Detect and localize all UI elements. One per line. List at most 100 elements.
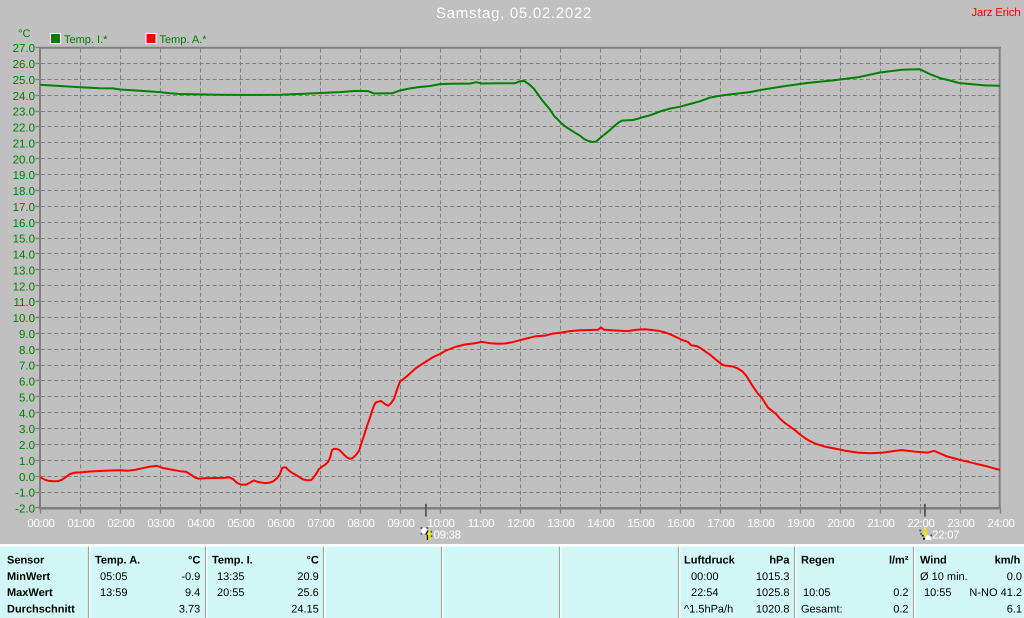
svg-text:9.4: 9.4 xyxy=(185,587,200,599)
svg-text:Luftdruck: Luftdruck xyxy=(684,555,736,567)
svg-text:l/m²: l/m² xyxy=(889,555,909,567)
svg-text:05:00: 05:00 xyxy=(227,518,254,530)
svg-text:18.0: 18.0 xyxy=(13,186,35,198)
svg-text:3.73: 3.73 xyxy=(179,603,200,615)
svg-text:Temp. A.*: Temp. A.* xyxy=(160,34,208,46)
svg-text:10:00: 10:00 xyxy=(427,518,454,530)
svg-text:km/h: km/h xyxy=(995,555,1021,567)
svg-text:8.0: 8.0 xyxy=(19,345,35,357)
svg-text:1.0: 1.0 xyxy=(19,456,35,468)
svg-text:22:54: 22:54 xyxy=(691,587,719,599)
svg-text:14.0: 14.0 xyxy=(13,250,35,262)
svg-text:24:00: 24:00 xyxy=(987,518,1014,530)
svg-text:27.0: 27.0 xyxy=(13,43,35,55)
svg-text:13:59: 13:59 xyxy=(100,587,128,599)
svg-text:24.15: 24.15 xyxy=(291,603,319,615)
svg-text:Jarz Erich: Jarz Erich xyxy=(971,7,1020,19)
svg-text:Sensor: Sensor xyxy=(7,555,45,567)
svg-text:°C: °C xyxy=(306,555,318,567)
svg-text:Durchschnitt: Durchschnitt xyxy=(7,603,75,615)
svg-text:^1.5hPa/h: ^1.5hPa/h xyxy=(684,603,733,615)
svg-text:15:00: 15:00 xyxy=(627,518,654,530)
svg-text:01:00: 01:00 xyxy=(67,518,94,530)
svg-text:Temp. I.*: Temp. I.* xyxy=(64,34,108,46)
svg-text:22.0: 22.0 xyxy=(13,123,35,135)
svg-text:08:00: 08:00 xyxy=(347,518,374,530)
svg-text:-0.9: -0.9 xyxy=(181,571,200,583)
svg-text:°C: °C xyxy=(188,555,200,567)
svg-text:-1.0: -1.0 xyxy=(15,488,35,500)
svg-text:21.0: 21.0 xyxy=(13,139,35,151)
svg-text:09:00: 09:00 xyxy=(387,518,414,530)
svg-text:11:00: 11:00 xyxy=(468,518,494,530)
svg-text:10:55: 10:55 xyxy=(924,587,952,599)
svg-text:23.0: 23.0 xyxy=(13,107,35,119)
svg-text:12.0: 12.0 xyxy=(13,281,35,293)
svg-text:15.0: 15.0 xyxy=(13,234,35,246)
svg-text:19:00: 19:00 xyxy=(787,518,814,530)
svg-text:22:07: 22:07 xyxy=(932,530,959,542)
svg-text:00:00: 00:00 xyxy=(27,518,54,530)
svg-text:14:00: 14:00 xyxy=(587,518,614,530)
svg-text:05:05: 05:05 xyxy=(100,571,128,583)
svg-text:2.0: 2.0 xyxy=(19,440,35,452)
svg-text:7.0: 7.0 xyxy=(19,361,35,373)
svg-text:23:00: 23:00 xyxy=(947,518,974,530)
svg-text:6.0: 6.0 xyxy=(19,377,35,389)
svg-text:06:00: 06:00 xyxy=(267,518,294,530)
svg-text:Ø 10 min.: Ø 10 min. xyxy=(920,571,968,583)
svg-text:09:38: 09:38 xyxy=(434,530,461,542)
svg-text:N-NO 41.2: N-NO 41.2 xyxy=(969,587,1022,599)
svg-text:21:00: 21:00 xyxy=(867,518,894,530)
svg-text:Temp. A.: Temp. A. xyxy=(95,555,140,567)
svg-text:6.1: 6.1 xyxy=(1007,603,1022,615)
svg-text:13:00: 13:00 xyxy=(547,518,574,530)
svg-text:1025.8: 1025.8 xyxy=(756,587,790,599)
svg-text:02:00: 02:00 xyxy=(107,518,134,530)
svg-text:20:00: 20:00 xyxy=(827,518,854,530)
svg-text:5.0: 5.0 xyxy=(19,393,35,405)
svg-text:Wind: Wind xyxy=(920,555,947,567)
svg-text:Samstag, 05.02.2022: Samstag, 05.02.2022 xyxy=(436,5,592,22)
svg-text:11.0: 11.0 xyxy=(13,297,35,309)
svg-text:16.0: 16.0 xyxy=(13,218,35,230)
svg-text:13:35: 13:35 xyxy=(217,571,245,583)
svg-text:26.0: 26.0 xyxy=(13,59,35,71)
svg-text:00:00: 00:00 xyxy=(691,571,719,583)
svg-text:20:55: 20:55 xyxy=(217,587,245,599)
svg-text:10.0: 10.0 xyxy=(13,313,35,325)
svg-text:Regen: Regen xyxy=(801,555,835,567)
svg-text:12:00: 12:00 xyxy=(507,518,534,530)
svg-text:20.0: 20.0 xyxy=(13,154,35,166)
svg-text:22:00: 22:00 xyxy=(907,518,934,530)
svg-text:hPa: hPa xyxy=(769,555,790,567)
svg-text:17:00: 17:00 xyxy=(707,518,734,530)
svg-text:Temp. I.: Temp. I. xyxy=(212,555,253,567)
svg-text:03:00: 03:00 xyxy=(147,518,174,530)
svg-text:04:00: 04:00 xyxy=(187,518,214,530)
svg-text:17.0: 17.0 xyxy=(13,202,35,214)
svg-text:°C: °C xyxy=(18,28,30,40)
svg-text:4.0: 4.0 xyxy=(19,408,35,420)
svg-text:25.0: 25.0 xyxy=(13,75,35,87)
svg-text:10:05: 10:05 xyxy=(803,587,831,599)
svg-text:19.0: 19.0 xyxy=(13,170,35,182)
svg-text:13.0: 13.0 xyxy=(13,266,35,278)
svg-text:25.6: 25.6 xyxy=(297,587,318,599)
svg-text:0.2: 0.2 xyxy=(893,587,908,599)
svg-text:18:00: 18:00 xyxy=(747,518,774,530)
svg-text:20.9: 20.9 xyxy=(297,571,318,583)
svg-text:0.2: 0.2 xyxy=(893,603,908,615)
svg-text:24.0: 24.0 xyxy=(13,91,35,103)
svg-text:0.0: 0.0 xyxy=(1007,571,1022,583)
svg-text:07:00: 07:00 xyxy=(307,518,334,530)
svg-text:0.0: 0.0 xyxy=(19,472,35,484)
svg-text:-2.0: -2.0 xyxy=(15,504,35,516)
svg-text:3.0: 3.0 xyxy=(19,424,35,436)
svg-text:1020.8: 1020.8 xyxy=(756,603,790,615)
svg-text:Gesamt:: Gesamt: xyxy=(801,603,843,615)
svg-text:16:00: 16:00 xyxy=(667,518,694,530)
svg-text:1015.3: 1015.3 xyxy=(756,571,790,583)
svg-text:MinWert: MinWert xyxy=(7,571,51,583)
svg-text:MaxWert: MaxWert xyxy=(7,587,53,599)
